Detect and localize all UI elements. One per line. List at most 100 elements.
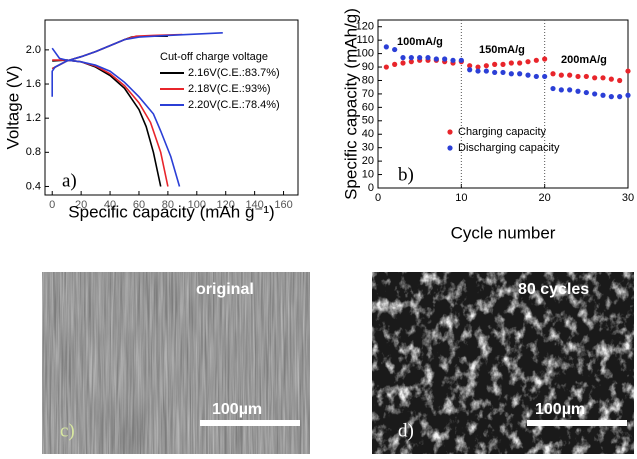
- legend-label: 2.16V(C.E.:83.7%): [188, 67, 280, 79]
- legend-title: Cut-off charge voltage: [160, 51, 268, 63]
- scale-bar-label: 100µm: [212, 401, 262, 418]
- point: [583, 89, 589, 96]
- point: [417, 55, 423, 61]
- x-tick-label: 40: [104, 199, 116, 211]
- legend-label: 2.20V(C.E.:78.4%): [188, 99, 280, 111]
- point: [475, 68, 481, 74]
- point: [550, 85, 556, 92]
- point: [467, 67, 473, 73]
- panel-label: a): [62, 170, 77, 191]
- point: [450, 57, 456, 63]
- y-tick-label: 100: [356, 48, 374, 60]
- image-caption: original: [196, 281, 254, 298]
- point: [592, 91, 598, 97]
- y-tick-label: 30: [362, 142, 374, 154]
- y-tick-label: 120: [356, 21, 374, 33]
- point: [383, 44, 389, 50]
- point: [558, 87, 564, 93]
- point: [575, 88, 581, 94]
- y-tick-label: 70: [362, 88, 374, 100]
- point: [458, 57, 464, 63]
- point: [608, 94, 614, 100]
- x-tick-label: 80: [162, 199, 174, 211]
- annotation: 100mA/g: [397, 36, 443, 48]
- x-tick-label: 60: [133, 199, 145, 211]
- x-tick-label: 30: [622, 192, 634, 204]
- point: [383, 64, 389, 70]
- point: [542, 56, 548, 62]
- panel-label: d): [398, 420, 414, 441]
- y-axis-label: Specific capacity (mAh/g): [341, 8, 360, 200]
- y-tick-label: 0.8: [26, 146, 41, 158]
- point: [483, 63, 489, 69]
- chart: 0 20 40 60 80 100 120 140 160 0.4 0.8 1.2 1.6 2.0 Spec…: [3, 19, 299, 221]
- y-tick-label: 90: [362, 61, 374, 73]
- y-tick-label: 1.2: [26, 112, 41, 124]
- point: [400, 60, 406, 66]
- scale-bar: [527, 420, 627, 426]
- point: [525, 59, 531, 65]
- legend-label: 2.18V(C.E.:93%): [188, 83, 271, 95]
- image-panel-c: original 100µm c): [42, 272, 310, 454]
- point: [508, 71, 514, 77]
- x-tick-label: 0: [49, 199, 55, 211]
- point: [592, 75, 598, 81]
- y-tick-label: 110: [356, 34, 374, 46]
- y-tick-label: 80: [362, 74, 374, 86]
- point: [483, 68, 489, 74]
- point: [433, 56, 439, 62]
- point: [558, 72, 564, 78]
- point: [567, 72, 573, 78]
- y-tick-label: 50: [362, 115, 374, 127]
- point: [625, 92, 631, 98]
- x-tick-label: 100: [188, 199, 206, 211]
- point: [550, 71, 556, 77]
- y-tick-label: 0: [368, 182, 374, 194]
- point: [617, 77, 623, 84]
- x-axis-label: Specific capacity (mAh g⁻¹): [68, 202, 274, 221]
- annotation: 200mA/g: [561, 54, 607, 66]
- point: [500, 69, 506, 76]
- point: [517, 60, 523, 66]
- point: [575, 73, 581, 80]
- point: [425, 55, 431, 61]
- point: [492, 61, 498, 67]
- plot-frame: [377, 19, 629, 189]
- point: [625, 68, 631, 74]
- y-tick-label: 10: [362, 168, 374, 180]
- point: [467, 63, 473, 69]
- scale-bar-label: 100µm: [535, 401, 585, 418]
- point: [533, 73, 539, 80]
- point: [500, 61, 506, 67]
- point: [617, 94, 623, 100]
- point: [600, 75, 606, 81]
- y-tick-label: 20: [362, 155, 374, 167]
- point: [400, 55, 406, 61]
- sem-texture: [42, 272, 310, 454]
- legend-marker: [447, 129, 453, 135]
- plot-frame: [44, 19, 299, 196]
- y-tick-label: 2.0: [26, 44, 41, 56]
- point: [392, 61, 398, 67]
- point: [492, 69, 498, 76]
- point: [392, 46, 398, 53]
- legend-label: Charging capacity: [458, 126, 547, 138]
- point: [525, 72, 531, 78]
- panel-label: c): [60, 420, 75, 441]
- x-tick-label: 120: [217, 199, 235, 211]
- panel-label: b): [398, 164, 414, 185]
- point: [408, 59, 414, 65]
- y-tick-label: 60: [362, 101, 374, 113]
- annotation: 150mA/g: [479, 44, 525, 56]
- point: [533, 57, 539, 63]
- image-panel-d: 80 cycles 100µm d): [372, 272, 634, 454]
- point: [517, 71, 523, 77]
- point: [583, 73, 589, 80]
- x-axis-label: Cycle number: [451, 223, 556, 242]
- y-axis-label: Voltage (V): [3, 65, 22, 149]
- y-tick-label: 40: [362, 128, 374, 140]
- x-tick-label: 10: [455, 192, 467, 204]
- point: [542, 73, 548, 80]
- x-tick-label: 20: [539, 192, 551, 204]
